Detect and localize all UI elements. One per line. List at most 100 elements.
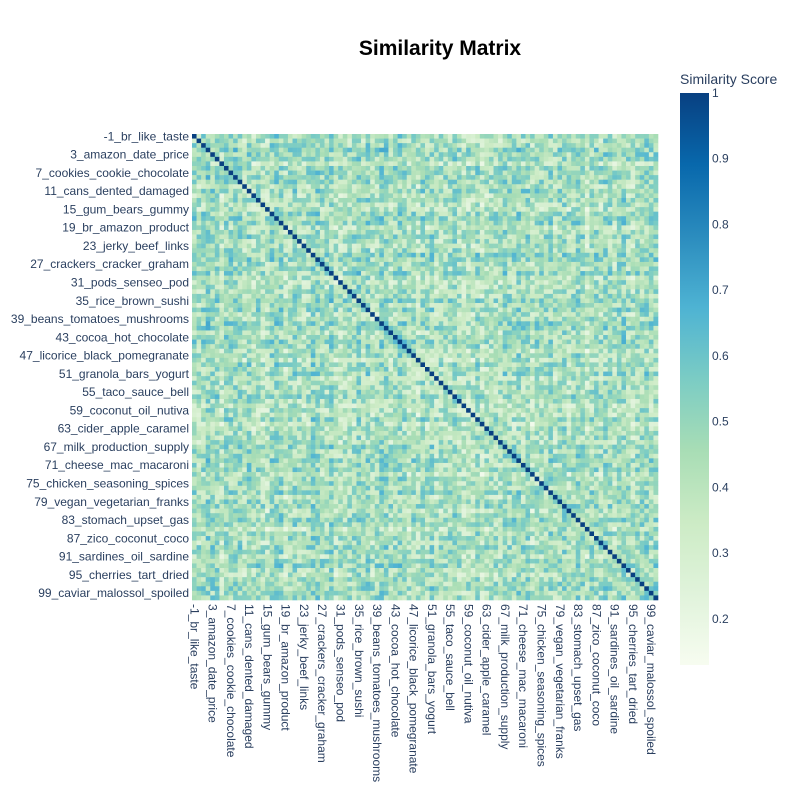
heatmap-cell <box>461 284 467 290</box>
heatmap-cell <box>306 202 312 208</box>
heatmap-cell <box>429 184 435 190</box>
heatmap-cell <box>502 170 508 176</box>
heatmap-cell <box>589 243 595 249</box>
heatmap-cell <box>635 143 641 149</box>
heatmap-cell <box>511 307 517 313</box>
heatmap-cell <box>488 165 494 171</box>
heatmap-cell <box>580 303 586 308</box>
heatmap-cell <box>246 211 252 217</box>
heatmap-cell <box>607 229 613 235</box>
heatmap-cell <box>498 275 503 281</box>
heatmap-cell <box>219 348 225 354</box>
heatmap-cell <box>278 271 284 276</box>
heatmap-cell <box>635 234 641 240</box>
heatmap-cell <box>434 243 440 249</box>
heatmap-cell <box>516 161 522 167</box>
heatmap-cell <box>370 165 376 171</box>
heatmap-cell <box>653 143 659 149</box>
heatmap-cell <box>425 239 430 244</box>
heatmap-cell <box>552 165 558 171</box>
heatmap-cell <box>456 348 462 354</box>
heatmap-cell <box>438 229 444 235</box>
heatmap-cell <box>447 184 453 190</box>
heatmap-cell <box>429 234 435 240</box>
heatmap-cell <box>626 284 631 290</box>
heatmap-cell <box>616 152 622 158</box>
heatmap-cell <box>425 193 430 199</box>
heatmap-cell <box>635 321 641 327</box>
heatmap-cell <box>461 156 467 162</box>
heatmap-cell <box>644 175 650 180</box>
heatmap-cell <box>484 257 490 263</box>
heatmap-cell <box>210 165 216 171</box>
heatmap-cell <box>520 348 526 354</box>
heatmap-cell <box>315 161 321 167</box>
heatmap-cell <box>557 197 563 203</box>
heatmap-cell <box>543 179 549 185</box>
heatmap-cell <box>648 344 654 350</box>
heatmap-cell <box>552 312 558 318</box>
heatmap-cell <box>607 225 613 231</box>
heatmap-cell <box>648 234 654 240</box>
heatmap-cell <box>342 275 348 281</box>
heatmap-cell <box>283 289 289 295</box>
heatmap-cell <box>594 284 599 290</box>
heatmap-cell <box>498 175 503 180</box>
heatmap-cell <box>626 348 631 354</box>
heatmap-cell <box>269 266 275 272</box>
heatmap-cell <box>246 316 252 322</box>
heatmap-cell <box>621 348 627 354</box>
heatmap-cell <box>228 202 234 208</box>
heatmap-cell <box>621 156 627 162</box>
heatmap-cell <box>411 248 417 254</box>
heatmap-cell <box>201 293 207 299</box>
heatmap-cell <box>237 344 243 350</box>
heatmap-cell <box>525 220 531 226</box>
heatmap-cell <box>525 271 531 276</box>
heatmap-cell <box>265 211 270 217</box>
heatmap-cell <box>356 348 362 354</box>
heatmap-cell <box>347 348 353 354</box>
heatmap-cell <box>356 257 362 263</box>
heatmap-cell <box>475 220 481 226</box>
heatmap-cell <box>388 188 394 194</box>
heatmap-cell <box>338 298 344 304</box>
heatmap-cell <box>466 165 471 171</box>
heatmap-cell <box>260 188 266 194</box>
heatmap-cell <box>548 307 554 313</box>
heatmap-cell <box>420 202 426 208</box>
heatmap-cell <box>297 316 302 322</box>
heatmap-cell <box>566 184 572 190</box>
heatmap-cell <box>488 161 494 167</box>
heatmap-cell <box>338 321 344 327</box>
heatmap-cell <box>324 293 330 299</box>
heatmap-cell <box>452 216 458 222</box>
heatmap-cell <box>562 307 567 313</box>
heatmap-cell <box>319 325 325 331</box>
heatmap-cell <box>265 275 270 281</box>
heatmap-cell <box>507 280 513 286</box>
heatmap-cell <box>543 252 549 258</box>
heatmap-cell <box>484 252 490 258</box>
heatmap-cell <box>639 257 645 263</box>
heatmap-cell <box>466 266 471 272</box>
heatmap-cell <box>260 229 266 235</box>
heatmap-cell <box>507 143 513 149</box>
heatmap-cell <box>525 321 531 327</box>
heatmap-cell <box>383 161 389 167</box>
heatmap-cell <box>342 353 348 359</box>
heatmap-cell <box>562 266 567 272</box>
heatmap-cell <box>315 271 321 276</box>
heatmap-cell <box>635 335 641 340</box>
heatmap-cell <box>429 280 435 286</box>
heatmap-cell <box>434 252 440 258</box>
heatmap-cell <box>644 280 650 286</box>
heatmap-cell <box>361 152 366 158</box>
heatmap-cell <box>594 339 599 345</box>
heatmap-cell <box>347 175 353 180</box>
heatmap-cell <box>470 225 476 231</box>
heatmap-cell <box>438 330 444 336</box>
heatmap-cell <box>475 229 481 235</box>
heatmap-cell <box>589 184 595 190</box>
heatmap-cell <box>612 239 618 244</box>
